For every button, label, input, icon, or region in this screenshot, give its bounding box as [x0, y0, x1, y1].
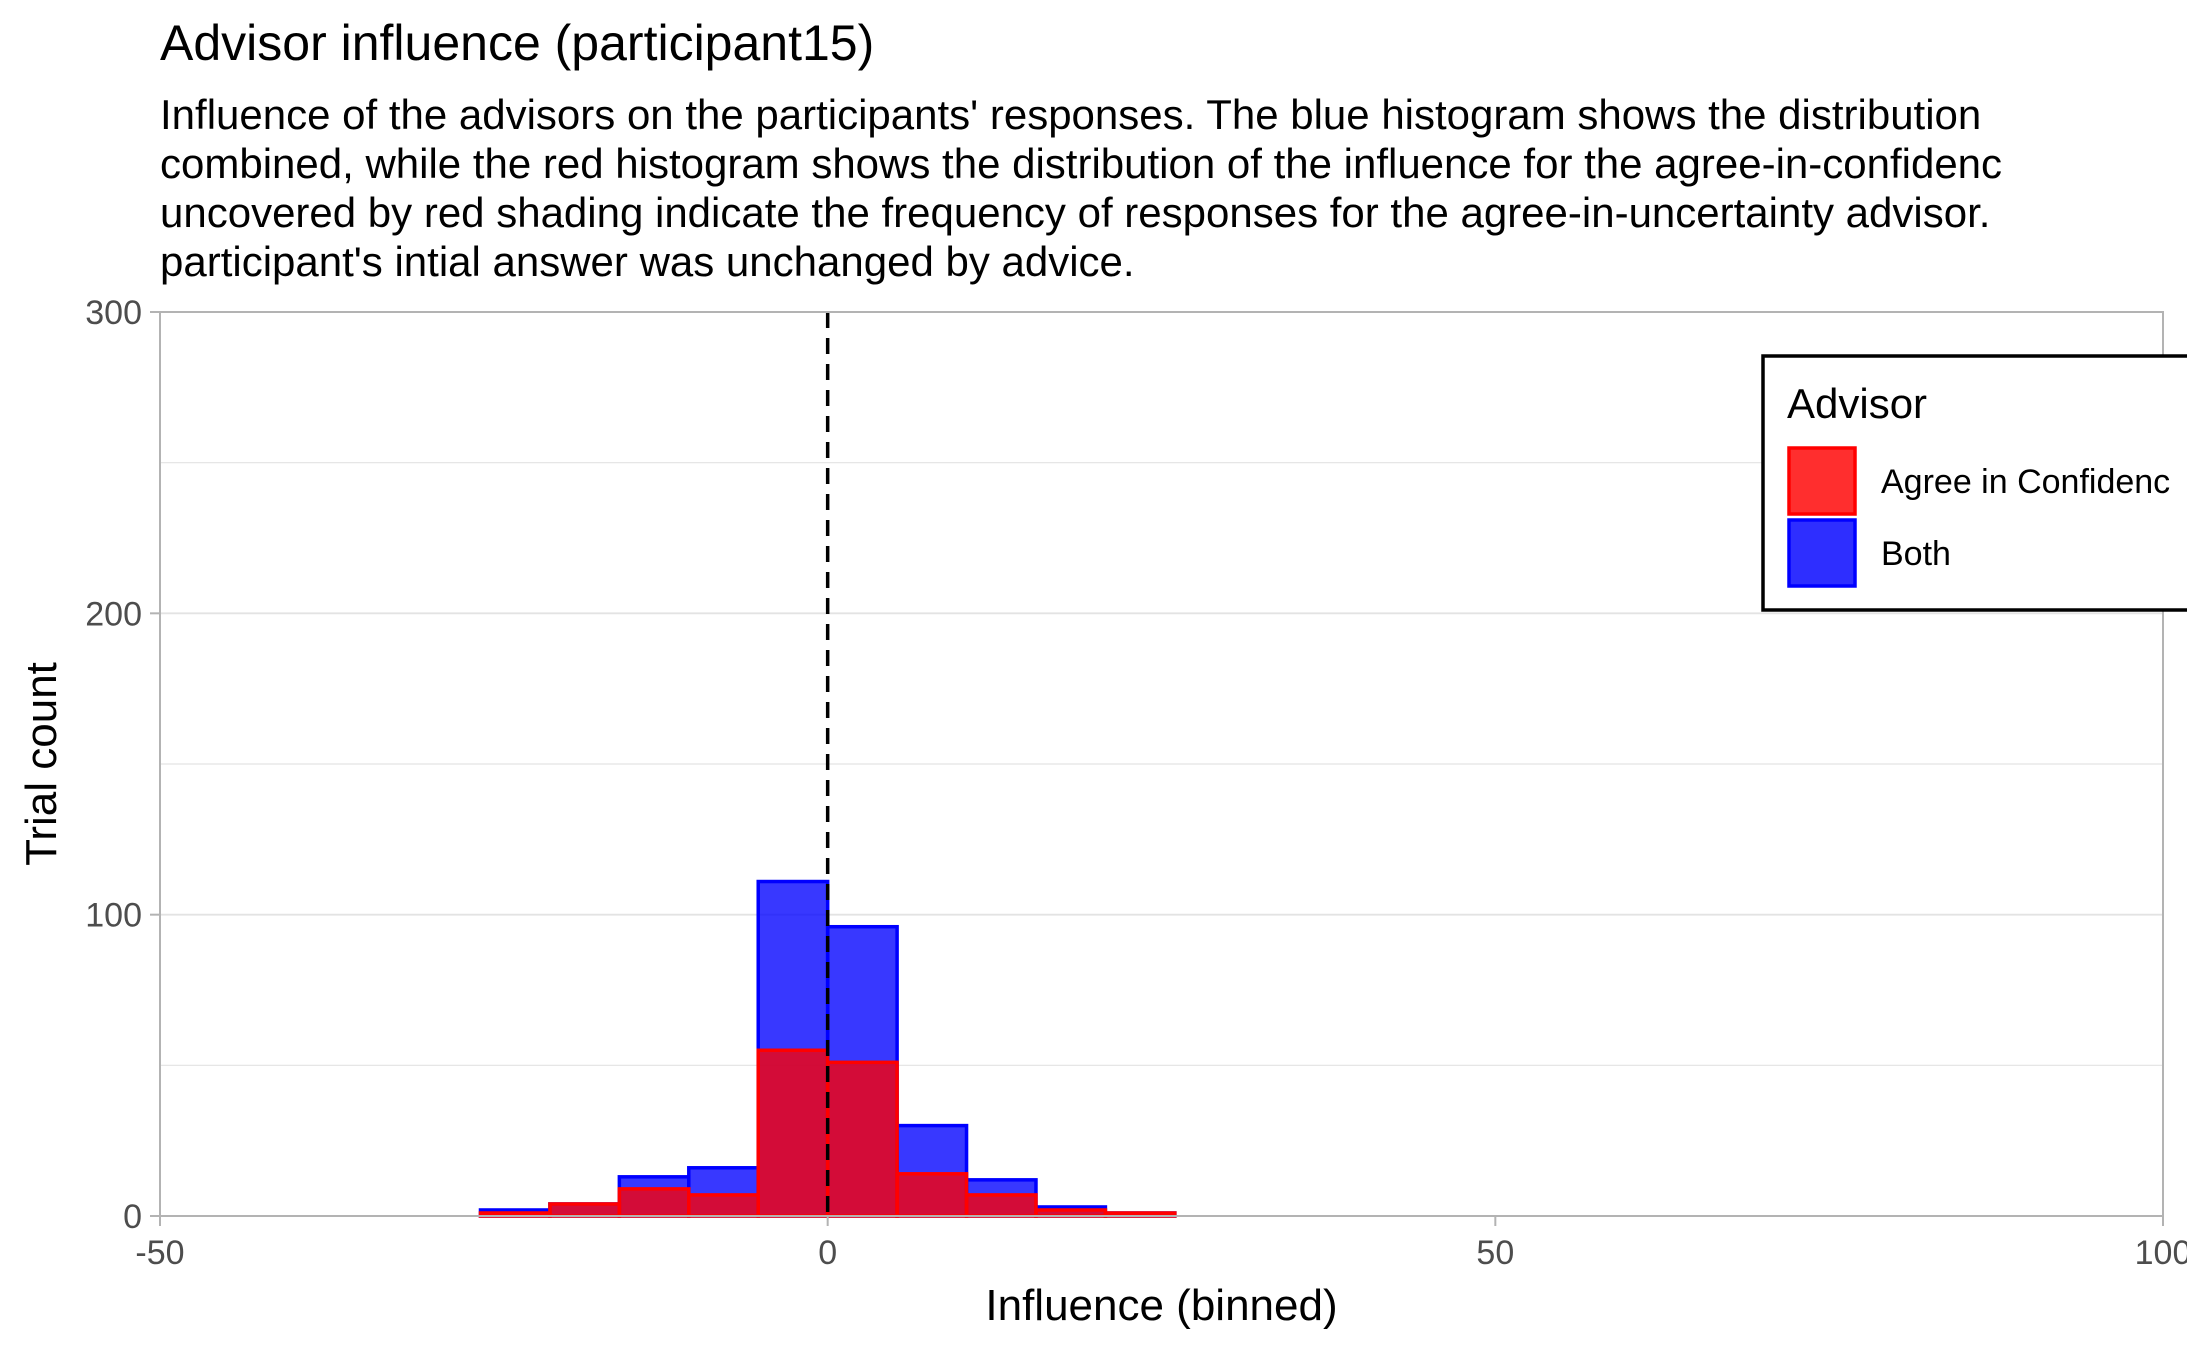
histogram-bar-agree-in-confidence — [825, 1060, 899, 1218]
legend-key-swatch — [1787, 446, 1857, 516]
legend: Advisor Agree in Confidenc Both — [1761, 354, 2187, 612]
y-tick-label: 300 — [85, 294, 142, 332]
y-tick-label: 0 — [123, 1198, 142, 1236]
subtitle-line-4: participant's intial answer was unchange… — [160, 238, 1135, 285]
histogram-bar-agree-in-confidence — [687, 1193, 760, 1218]
legend-key-swatch — [1787, 518, 1857, 588]
x-tick-label: 100 — [2135, 1234, 2187, 1272]
chart-subtitle: Influence of the advisors on the partici… — [160, 90, 2002, 286]
y-tick-label: 200 — [85, 595, 142, 633]
plot-border — [159, 311, 2164, 1217]
x-tick-label: 50 — [1476, 1234, 1514, 1272]
subtitle-line-3: uncovered by red shading indicate the fr… — [160, 189, 1991, 236]
histogram-bar-agree-in-confidence — [756, 1048, 830, 1218]
x-axis-title: Influence (binned) — [985, 1281, 1337, 1330]
legend-entry-label: Agree in Confidenc — [1881, 463, 2170, 501]
histogram-bar-agree-in-confidence — [964, 1193, 1038, 1218]
subtitle-line-1: Influence of the advisors on the partici… — [160, 91, 1982, 138]
y-tick-label: 100 — [85, 897, 142, 935]
histogram-bar-agree-in-confidence — [548, 1202, 622, 1218]
x-tick-label: 0 — [818, 1234, 837, 1272]
legend-title: Advisor — [1787, 380, 1927, 427]
chart-title: Advisor influence (participant15) — [160, 15, 875, 71]
histogram-bar-agree-in-confidence — [617, 1187, 691, 1218]
y-axis-title: Trial count — [17, 662, 66, 866]
histogram-bar-agree-in-confidence — [895, 1172, 969, 1218]
subtitle-line-2: combined, while the red histogram shows … — [160, 140, 2003, 187]
x-tick-label: -50 — [135, 1234, 184, 1272]
legend-entry-label: Both — [1881, 535, 1951, 573]
